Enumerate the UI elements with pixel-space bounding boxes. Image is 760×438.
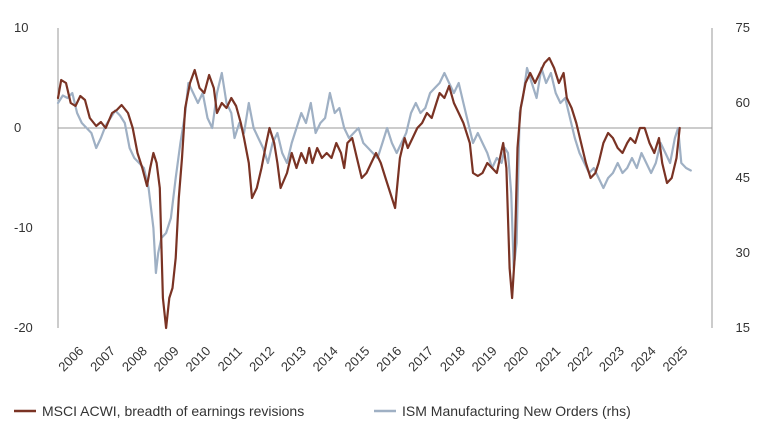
x-tick-label: 2022	[564, 343, 595, 374]
x-tick-label: 2010	[182, 343, 213, 374]
right-y-tick-label: 60	[736, 95, 750, 110]
msci-acwi-breadth-series-line	[56, 56, 681, 330]
x-tick-label: 2013	[278, 343, 309, 374]
x-tick-label: 2016	[373, 343, 404, 374]
left-y-tick-label: -20	[14, 320, 33, 335]
x-tick-label: 2014	[310, 343, 341, 374]
right-y-tick-label: 75	[736, 20, 750, 35]
x-tick-label: 2007	[87, 343, 118, 374]
x-tick-label: 2015	[341, 343, 372, 374]
x-tick-label: 2025	[659, 343, 690, 374]
x-tick-labels: 2006 2007 2008 2009 2010 2011 2012 2013 2014 2015…	[55, 343, 690, 374]
x-tick-label: 2023	[596, 343, 627, 374]
x-tick-label: 2008	[119, 343, 150, 374]
left-y-tick-label: -10	[14, 220, 33, 235]
x-tick-label: 2009	[151, 343, 182, 374]
series-layer	[56, 56, 692, 330]
right-y-tick-label: 45	[736, 170, 750, 185]
x-tick-label: 2017	[405, 343, 436, 374]
x-tick-label: 2006	[55, 343, 86, 374]
left-y-tick-labels: 10 0 -10 -20	[14, 20, 33, 335]
x-tick-label: 2018	[437, 343, 468, 374]
x-tick-label: 2021	[532, 343, 563, 374]
right-y-tick-label: 15	[736, 320, 750, 335]
x-tick-label: 2011	[215, 344, 245, 374]
x-tick-label: 2019	[469, 343, 500, 374]
x-tick-label: 2024	[628, 343, 659, 374]
axes-layer	[57, 28, 713, 328]
x-tick-label: 2020	[500, 343, 531, 374]
legend-label: ISM Manufacturing New Orders (rhs)	[402, 403, 631, 419]
x-tick-label: 2012	[246, 343, 277, 374]
legend-label: MSCI ACWI, breadth of earnings revisions	[42, 403, 304, 419]
left-y-tick-label: 10	[14, 20, 28, 35]
left-y-tick-label: 0	[14, 120, 21, 135]
right-y-tick-label: 30	[736, 245, 750, 260]
legend: MSCI ACWI, breadth of earnings revisions…	[14, 403, 631, 419]
right-y-tick-labels: 75 60 45 30 15	[736, 20, 750, 335]
